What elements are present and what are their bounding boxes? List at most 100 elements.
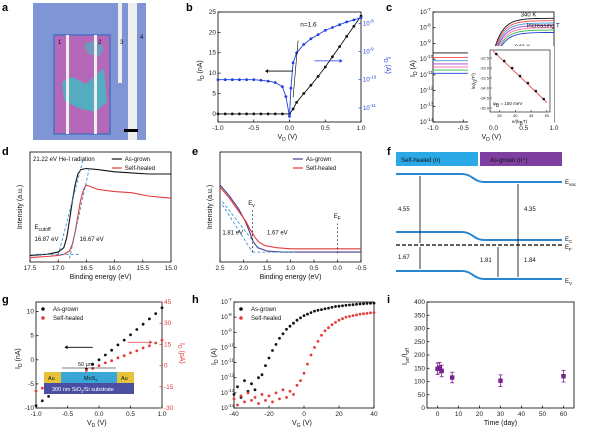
y-tick-label: 0 (421, 405, 425, 412)
data-point (309, 83, 313, 87)
data-point (250, 399, 253, 402)
y-axis-label: ID (nA) (197, 60, 206, 81)
inset-x-tick-label: 50 (545, 113, 550, 118)
data-point (365, 302, 369, 305)
x-tick-label: -0.5 (248, 125, 260, 132)
inset-x-tick-label: 40 (513, 113, 518, 118)
data-point (160, 306, 164, 310)
x-tick-label: 17.5 (24, 265, 37, 272)
data-point (47, 395, 50, 398)
panel-label-b: b (186, 2, 193, 14)
annotation: EF (334, 214, 341, 222)
annotation: Ecutoff (35, 225, 52, 233)
data-point (299, 379, 302, 383)
data-point (281, 388, 285, 392)
data-point (260, 393, 264, 396)
data-point (281, 332, 285, 336)
data-point (238, 78, 241, 82)
y-axis-label-right: ID (A) (382, 57, 391, 74)
data-point (34, 404, 38, 407)
inset-contact (117, 372, 134, 383)
x-tick-label: 0.0 (489, 125, 498, 132)
x-tick-label: 0.5 (309, 265, 318, 272)
data-point (91, 362, 95, 366)
data-point (352, 24, 356, 28)
legend-label: Self-healed (306, 166, 336, 172)
data-point (97, 358, 101, 362)
inset-x-label: e/(kBT) (512, 119, 528, 127)
data-point (334, 305, 337, 308)
legend-label: As-grown (306, 157, 331, 163)
data-point (302, 43, 306, 46)
data-point (309, 311, 313, 314)
data-point (316, 340, 320, 343)
x-axis-label: Binding energy (eV) (260, 274, 322, 281)
x-tick-label: 0.5 (321, 125, 330, 132)
data-point (352, 18, 356, 22)
data-point (288, 324, 292, 328)
x-tick-label: 0.0 (94, 411, 103, 418)
data-point (302, 314, 306, 317)
plot-frame (29, 151, 172, 263)
y-tick-label: 15 (209, 50, 217, 57)
valence-band (396, 270, 562, 280)
annotation: 1.81 eV (222, 231, 243, 237)
inset-channel-label: MoS2 (84, 376, 98, 383)
inset-y-tick-label: -33.0 (480, 66, 490, 71)
data-point (295, 383, 299, 387)
plot-frame (426, 301, 575, 409)
legend-swatch (239, 316, 243, 320)
data-point (358, 302, 362, 306)
plot-frame (217, 11, 362, 123)
data-point (561, 374, 566, 379)
data-point (369, 301, 372, 305)
data-point (331, 55, 334, 59)
x-tick-label: 15.5 (136, 265, 149, 272)
series-line (29, 184, 172, 259)
data-point (338, 23, 341, 27)
y-axis-label: ID (A) (410, 60, 419, 77)
data-point (266, 112, 270, 116)
plot-e: 2.5 2.0 1.5 1.0 0.5 0.0 -0.5 Ev 1.81 eV 1.67 eV EF… (207, 151, 367, 281)
data-point (295, 51, 298, 55)
x-axis-label: Time (day) (484, 420, 517, 427)
panel-label-i: i (387, 294, 390, 306)
inset-data-point (518, 74, 522, 78)
y-tick-label: 50 (418, 392, 426, 399)
panel-a-micrograph: 1 2 3 4 (33, 3, 146, 140)
data-point (246, 391, 250, 395)
data-point (302, 92, 306, 95)
data-point (292, 393, 295, 396)
data-point (116, 356, 120, 360)
x-tick-label: 17.0 (52, 265, 65, 272)
inset-contact-label: Au (121, 376, 128, 382)
x-tick-label: 0.5 (126, 411, 135, 418)
data-point (362, 302, 365, 306)
data-point (344, 315, 348, 319)
data-point (288, 389, 292, 393)
data-point (253, 396, 257, 399)
data-point (330, 305, 334, 309)
data-point (359, 16, 363, 19)
self-healed-box (396, 152, 478, 166)
annotation: n=1.6 (300, 21, 317, 28)
cutoff-tangent (57, 157, 84, 256)
inset-y-tick-label: -34.5 (480, 96, 490, 101)
data-point (243, 379, 246, 383)
data-point (257, 376, 260, 380)
level-label: EV (565, 279, 572, 286)
inset-data-point (526, 81, 530, 85)
x-tick-label: 1.0 (157, 411, 166, 418)
data-point (372, 311, 376, 314)
data-point (135, 349, 139, 353)
inset-x-tick-label: 45 (529, 113, 534, 118)
x-tick-label: 40 (370, 411, 378, 418)
y-tick-label: 10-13 (221, 388, 235, 397)
data-point (245, 78, 249, 82)
inset-y-tick-label: -35.0 (480, 106, 490, 111)
data-point (259, 78, 263, 82)
inset-data-point (510, 66, 514, 70)
gap-label: 1.81 (480, 258, 492, 264)
data-point (281, 112, 284, 116)
y-tick-label: 10-13 (420, 101, 434, 110)
